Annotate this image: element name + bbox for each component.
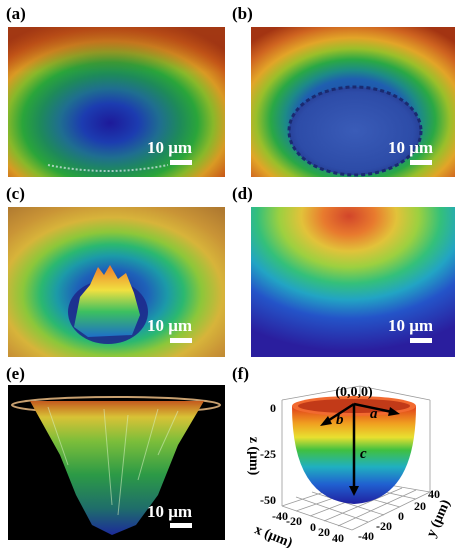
scale-bar-e (170, 523, 192, 528)
x-tick: 20 (318, 525, 330, 539)
z-axis-label: z (μm) (246, 437, 261, 476)
panel-e-image (8, 385, 225, 540)
y-axis-label: y (μm) (424, 497, 454, 539)
z-tick: -25 (260, 447, 276, 461)
x-tick: -40 (272, 509, 288, 523)
panel-label-b: (b) (232, 4, 253, 23)
scale-label-b: 10 μm (388, 138, 434, 157)
y-tick: -20 (376, 519, 392, 533)
panel-f-plot: (0,0,0) b a c 0 -25 -50 z (μm) -40 -20 0… (240, 380, 456, 551)
panel-d-image (251, 207, 455, 357)
panel-label-e: (e) (6, 364, 25, 383)
y-tick: 0 (398, 509, 404, 523)
scale-label-d: 10 μm (388, 316, 434, 335)
z-tick: 0 (270, 401, 276, 415)
scale-bar-b (410, 160, 432, 165)
y-tick: 40 (428, 487, 440, 501)
z-tick: -50 (260, 493, 276, 507)
y-tick: -40 (358, 529, 374, 543)
origin-label: (0,0,0) (335, 385, 373, 400)
panel-label-f: (f) (232, 364, 249, 383)
var-a-label: a (370, 406, 378, 422)
x-tick: 40 (332, 531, 344, 545)
scale-label-c: 10 μm (147, 316, 193, 335)
scale-bar-d (410, 338, 432, 343)
panel-b-image (251, 27, 455, 177)
x-tick: 0 (310, 520, 316, 534)
panel-a-image (8, 27, 225, 177)
panel-label-c: (c) (6, 184, 25, 203)
scale-label-e: 10 μm (147, 502, 193, 521)
scale-label-a: 10 μm (147, 138, 193, 157)
scale-bar-c (170, 338, 192, 343)
panel-label-a: (a) (6, 4, 26, 23)
var-c-label: c (360, 446, 367, 462)
var-b-label: b (336, 412, 344, 428)
x-tick: -20 (286, 514, 302, 528)
panel-c-image (8, 207, 225, 357)
panel-label-d: (d) (232, 184, 253, 203)
scale-bar-a (170, 160, 192, 165)
y-tick: 20 (414, 499, 426, 513)
